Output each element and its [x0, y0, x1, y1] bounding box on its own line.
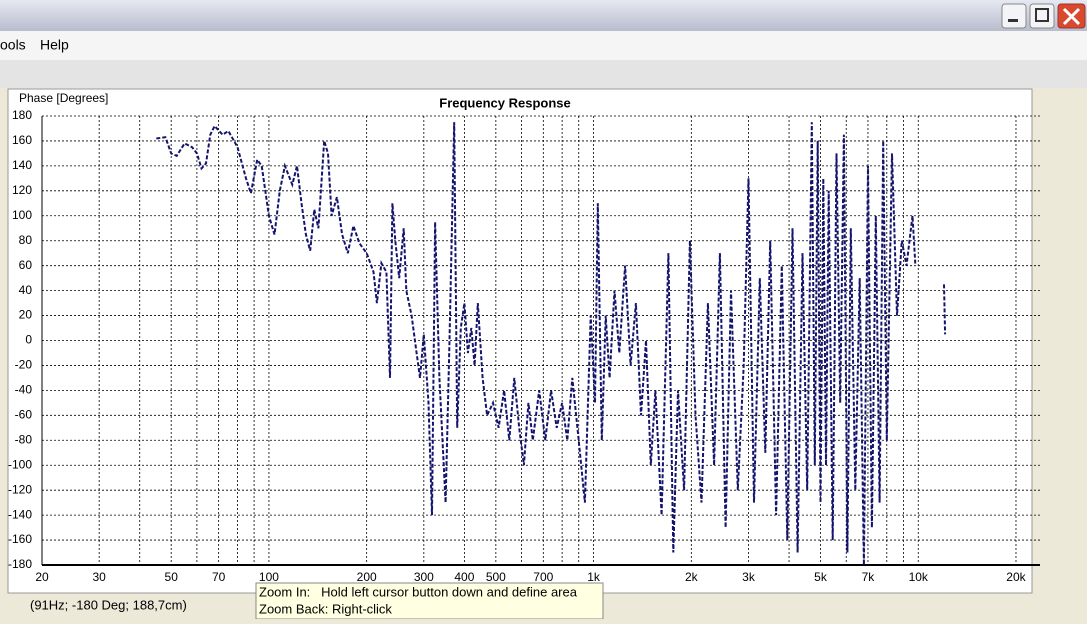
tooltip-line: Zoom Back: Right-click — [259, 601, 392, 616]
y-tick-label: -100 — [8, 457, 32, 471]
x-tick-label: 20 — [35, 570, 49, 584]
x-tick-label: 10k — [909, 570, 929, 584]
x-tick-label: 2k — [685, 570, 699, 584]
plot: -180 -160 -140 -120 -100 -80 -60 -40 -20 0 20 40 60 8… — [8, 108, 1040, 584]
y-tick-label: -40 — [15, 383, 33, 397]
x-tick-label: 50 — [165, 570, 179, 584]
maximize-icon — [1035, 8, 1049, 22]
y-tick-label: 20 — [19, 308, 33, 322]
y-axis-title: Phase [Degrees] — [19, 91, 108, 105]
y-tick-label: 120 — [12, 183, 32, 197]
status-text: (91Hz; -180 Deg; 188,7cm) — [30, 597, 187, 612]
y-tick-label: -180 — [8, 557, 32, 571]
y-tick-label: 160 — [12, 133, 32, 147]
x-tick-label: 300 — [414, 570, 434, 584]
minimize-button[interactable] — [1001, 3, 1027, 29]
toolbar — [0, 60, 1087, 88]
y-tick-label: -160 — [8, 532, 32, 546]
minimize-icon — [1008, 19, 1018, 22]
x-tick-label: 7k — [862, 570, 876, 584]
x-tick-label: 200 — [357, 570, 377, 584]
y-tick-label: 60 — [19, 258, 33, 272]
tooltip-line: Zoom In: Hold left cursor button down an… — [259, 584, 578, 599]
menu-bar — [0, 31, 1087, 60]
y-tick-label: 40 — [19, 283, 33, 297]
x-tick-label: 30 — [92, 570, 106, 584]
phase-line — [156, 122, 947, 566]
x-tick-label: 70 — [212, 570, 226, 584]
close-icon — [1062, 7, 1081, 26]
chart-title: Frequency Response — [439, 95, 571, 110]
y-tick-label: -140 — [8, 507, 32, 521]
y-tick-label: 140 — [12, 158, 32, 172]
y-tick-label: -80 — [15, 432, 33, 446]
x-tick-label: 500 — [486, 570, 506, 584]
y-tick-label: 80 — [19, 233, 33, 247]
menu-item[interactable]: ools — [0, 37, 26, 53]
x-tick-label: 5k — [814, 570, 828, 584]
tooltip — [255, 582, 604, 620]
x-tick-label: 1k — [587, 570, 601, 584]
y-tick-label: 0 — [25, 333, 32, 347]
x-tick-label: 400 — [454, 570, 474, 584]
x-tick-label: 700 — [533, 570, 553, 584]
y-tick-label: -20 — [15, 358, 33, 372]
x-tick-label: 3k — [742, 570, 756, 584]
menu-item[interactable]: Help — [40, 37, 69, 53]
x-tick-label: 20k — [1006, 570, 1026, 584]
x-tick-label: 100 — [259, 570, 279, 584]
y-tick-label: 100 — [12, 208, 32, 222]
y-tick-label: -120 — [8, 482, 32, 496]
y-tick-label: -60 — [15, 408, 33, 422]
maximize-button[interactable] — [1029, 3, 1055, 29]
y-tick-label: 180 — [12, 108, 32, 122]
title-bar — [0, 0, 1087, 31]
